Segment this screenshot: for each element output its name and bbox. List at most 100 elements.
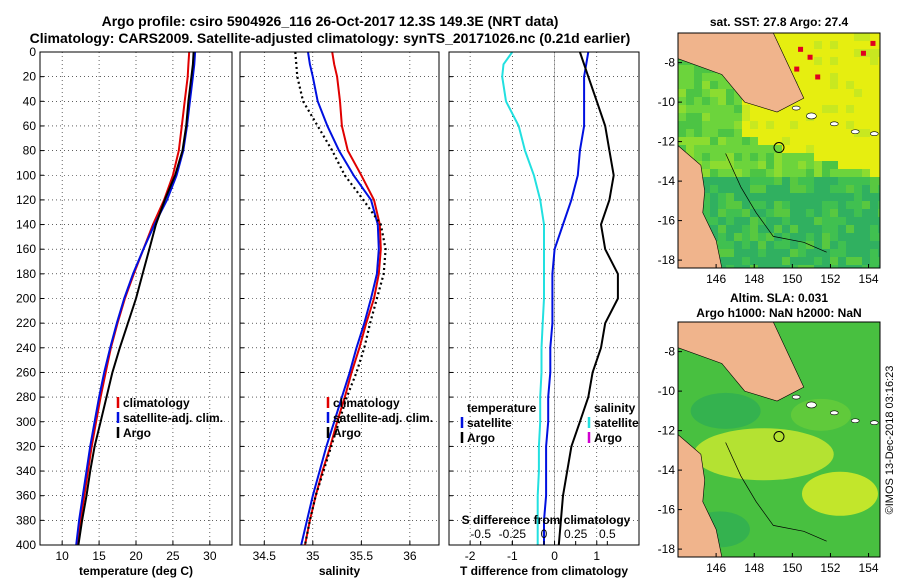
sst-cell [830, 41, 838, 49]
sst-cell [710, 81, 718, 89]
sst-cell [710, 145, 718, 153]
sla-anomaly-low [690, 392, 761, 429]
reef-contour [725, 442, 827, 542]
sst-cell [742, 105, 750, 113]
sst-cell [830, 65, 838, 73]
sst-cell [806, 201, 814, 209]
sst-cell [774, 161, 782, 169]
sst-cell [798, 233, 806, 241]
sst-cell [782, 201, 790, 209]
sst-cell [862, 193, 870, 201]
sst-cell [838, 193, 846, 201]
sst-cell [710, 169, 718, 177]
sst-cell [806, 81, 814, 89]
sst-cell [806, 185, 814, 193]
sst-cell [830, 217, 838, 225]
sst-cell [814, 97, 822, 105]
sst-cell [686, 129, 694, 137]
legend-label: Argo [467, 431, 495, 445]
sst-cell [758, 113, 766, 121]
sst-cell [806, 33, 814, 41]
y-tick-label: 280 [16, 390, 36, 404]
sst-cell [838, 249, 846, 257]
lat-tick-label: -12 [658, 135, 676, 149]
sst-cell [806, 153, 814, 161]
sst-cell [742, 113, 750, 121]
figure-title-line2: Climatology: CARS2009. Satellite-adjuste… [30, 30, 631, 46]
sst-cell [718, 161, 726, 169]
sst-cell [710, 113, 718, 121]
sst-cell [758, 169, 766, 177]
y-tick-label: 380 [16, 513, 36, 527]
sst-cell [782, 257, 790, 265]
sst-cell [718, 121, 726, 129]
sst-cell [766, 129, 774, 137]
sst-cell [830, 89, 838, 97]
sst-cell [742, 249, 750, 257]
sst-cell [726, 209, 734, 217]
sst-cell [846, 185, 854, 193]
sst-cell [822, 41, 830, 49]
sst-cell [734, 129, 742, 137]
sst-hotspot [860, 50, 866, 56]
sst-cell [806, 105, 814, 113]
sst-cell [798, 105, 806, 113]
sst-cell [766, 145, 774, 153]
sst-cell [814, 265, 822, 268]
sst-cell [702, 129, 710, 137]
sst-cell [806, 97, 814, 105]
sst-cell [878, 193, 880, 201]
sst-cell [702, 193, 710, 201]
legend-label: satellite [467, 416, 512, 430]
sst-hotspot [807, 54, 813, 60]
sst-cell [678, 57, 686, 65]
sst-cell [838, 145, 846, 153]
sst-cell [686, 121, 694, 129]
sst-cell [758, 201, 766, 209]
sst-cell [830, 169, 838, 177]
lat-tick-label: -10 [658, 95, 676, 109]
sst-cell [814, 169, 822, 177]
sst-cell [702, 209, 710, 217]
sst-cell [838, 89, 846, 97]
sst-cell [742, 257, 750, 265]
series-line-climatology [304, 52, 382, 545]
y-tick-label: 360 [16, 489, 36, 503]
sst-cell [726, 193, 734, 201]
sst-cell [718, 209, 726, 217]
sst-cell [798, 265, 806, 268]
sst-cell [774, 193, 782, 201]
sst-cell [822, 201, 830, 209]
series-group [294, 52, 387, 545]
lon-tick-label: 150 [782, 561, 802, 575]
sst-cell [750, 257, 758, 265]
sst-cell [726, 137, 734, 145]
sst-cell [806, 145, 814, 153]
sst-cell [862, 129, 870, 137]
sst-cell [822, 217, 830, 225]
x-tick-label: -2 [465, 549, 476, 563]
series-line-salinity-satellite [501, 52, 545, 545]
lon-tick-label: 148 [744, 272, 764, 286]
s-tick-label: -0.25 [499, 527, 527, 541]
map-title: sat. SST: 27.8 Argo: 27.4 [710, 15, 849, 29]
sst-cell [766, 225, 774, 233]
sst-cell [774, 209, 782, 217]
sst-cell [790, 169, 798, 177]
sst-cell [726, 257, 734, 265]
sst-cell [846, 121, 854, 129]
sst-cell [862, 241, 870, 249]
sst-cell [878, 265, 880, 268]
sst-cell [806, 249, 814, 257]
sst-cell [862, 89, 870, 97]
sst-cell [702, 153, 710, 161]
sst-cell [798, 169, 806, 177]
sst-cell [870, 65, 878, 73]
sst-cell [846, 209, 854, 217]
sst-cell [822, 249, 830, 257]
sst-cell [838, 137, 846, 145]
sst-cell [870, 225, 878, 233]
sst-cell [822, 153, 830, 161]
sst-cell [702, 177, 710, 185]
